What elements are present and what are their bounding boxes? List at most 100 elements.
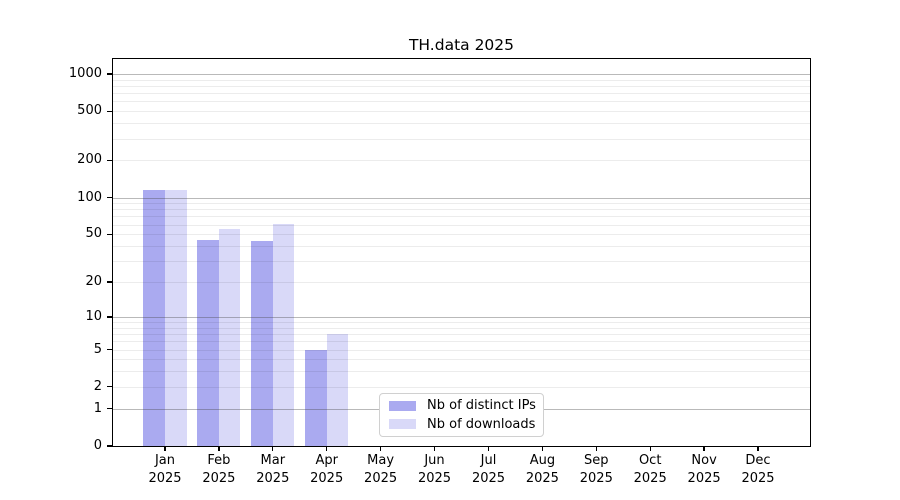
x-tick-mark-jan xyxy=(164,447,166,451)
gridline-minor-4 xyxy=(113,359,810,361)
y-tick-label-200: 200 xyxy=(77,152,102,168)
y-tick-mark-10 xyxy=(107,316,112,318)
bar-nb-of-distinct-ips-jan xyxy=(143,190,165,446)
gridline-minor-300 xyxy=(113,138,810,140)
gridline-minor-30 xyxy=(113,261,810,263)
gridline-minor-6 xyxy=(113,341,810,343)
gridline-minor-60 xyxy=(113,224,810,226)
gridline-minor-40 xyxy=(113,246,810,247)
y-tick-mark-1 xyxy=(107,408,112,410)
y-tick-label-0: 0 xyxy=(93,438,102,453)
x-tick-year: 2025 xyxy=(633,470,667,486)
x-tick-mark-aug xyxy=(541,447,544,451)
y-tick-label-20: 20 xyxy=(85,274,102,289)
gridline-major-10 xyxy=(113,316,810,318)
legend-swatch-distinct-ips xyxy=(389,400,416,411)
gridline-minor-50 xyxy=(113,234,810,236)
x-tick-month: Mar xyxy=(260,453,286,468)
chart-title: TH.data 2025 xyxy=(408,36,515,54)
x-tick-label-may: May 2025 xyxy=(353,452,409,487)
x-tick-label-oct: Oct 2025 xyxy=(622,452,678,487)
y-tick-mark-0 xyxy=(107,445,112,447)
bar-nb-of-downloads-apr xyxy=(326,334,349,446)
x-tick-label-sep: Sep 2025 xyxy=(568,452,624,487)
y-tick-label-2: 2 xyxy=(93,378,102,394)
gridline-major-100 xyxy=(113,197,810,199)
plot-area xyxy=(112,58,811,447)
x-tick-month: Jan xyxy=(154,453,176,468)
bar-nb-of-distinct-ips-apr xyxy=(305,349,327,446)
y-tick-label-1000: 1000 xyxy=(68,65,102,81)
gridline-minor-70 xyxy=(113,216,810,218)
bar-nb-of-distinct-ips-feb xyxy=(197,239,219,446)
x-tick-year: 2025 xyxy=(579,470,613,486)
y-tick-label-1: 1 xyxy=(93,400,102,416)
x-tick-mark-dec xyxy=(757,447,759,451)
x-tick-month: Aug xyxy=(529,453,556,468)
y-tick-mark-20 xyxy=(107,281,112,283)
x-tick-year: 2025 xyxy=(148,470,182,486)
x-tick-month: Nov xyxy=(691,453,717,468)
x-tick-year: 2025 xyxy=(471,470,506,486)
x-tick-month: Oct xyxy=(638,453,662,468)
legend-swatch-downloads xyxy=(389,419,416,430)
x-tick-label-nov: Nov 2025 xyxy=(676,452,732,487)
bar-nb-of-downloads-feb xyxy=(218,229,241,446)
x-tick-label-jun: Jun 2025 xyxy=(407,452,463,487)
legend-item-distinct-ips: Nb of distinct IPs xyxy=(389,398,536,414)
gridline-minor-7 xyxy=(113,334,810,335)
gridline-minor-400 xyxy=(113,123,810,125)
gridline-minor-800 xyxy=(113,85,810,87)
x-tick-mark-nov xyxy=(703,447,705,451)
y-tick-mark-50 xyxy=(107,233,112,235)
gridline-minor-900 xyxy=(113,79,810,81)
x-tick-mark-mar xyxy=(272,447,274,451)
y-tick-label-500: 500 xyxy=(77,103,102,119)
y-tick-mark-500 xyxy=(107,110,112,112)
gridline-minor-8 xyxy=(113,327,810,329)
x-tick-label-apr: Apr 2025 xyxy=(299,452,355,487)
x-tick-label-jul: Jul 2025 xyxy=(461,452,517,487)
x-tick-month: Jun xyxy=(424,453,445,468)
y-tick-mark-5 xyxy=(107,348,112,351)
x-tick-label-dec: Dec 2025 xyxy=(730,452,786,487)
x-tick-mark-jul xyxy=(487,447,490,451)
gridline-minor-200 xyxy=(113,160,810,162)
x-tick-month: May xyxy=(367,453,395,468)
x-tick-month: Apr xyxy=(315,453,338,468)
gridline-minor-20 xyxy=(113,282,810,283)
bar-nb-of-downloads-mar xyxy=(272,223,295,446)
y-tick-mark-200 xyxy=(107,159,112,162)
x-tick-label-feb: Feb 2025 xyxy=(191,452,247,487)
gridline-major-1000 xyxy=(113,73,810,75)
x-tick-label-aug: Aug 2025 xyxy=(514,452,570,487)
y-tick-label-50: 50 xyxy=(85,226,102,242)
gridline-minor-9 xyxy=(113,322,810,323)
x-tick-year: 2025 xyxy=(525,470,559,486)
bar-nb-of-downloads-jan xyxy=(165,189,187,446)
x-tick-year: 2025 xyxy=(256,470,290,486)
x-tick-year: 2025 xyxy=(417,470,452,486)
x-tick-month: Jul xyxy=(480,453,497,468)
legend-label-distinct-ips: Nb of distinct IPs xyxy=(427,398,536,414)
y-tick-mark-100 xyxy=(107,196,112,199)
x-tick-year: 2025 xyxy=(687,470,721,486)
y-tick-mark-2 xyxy=(107,386,112,388)
x-tick-mark-jun xyxy=(433,447,436,451)
x-tick-label-mar: Mar 2025 xyxy=(245,452,301,487)
legend-item-downloads: Nb of downloads xyxy=(389,417,535,432)
x-tick-mark-sep xyxy=(595,447,597,451)
gridline-minor-3 xyxy=(113,371,810,373)
x-tick-mark-may xyxy=(379,447,382,451)
gridline-minor-600 xyxy=(113,101,810,103)
bar-nb-of-distinct-ips-mar xyxy=(251,241,273,446)
y-tick-label-10: 10 xyxy=(85,308,102,324)
y-tick-label-100: 100 xyxy=(77,189,102,205)
x-tick-year: 2025 xyxy=(364,470,398,486)
y-tick-label-5: 5 xyxy=(93,341,102,357)
x-tick-month: Sep xyxy=(584,453,609,468)
x-tick-year: 2025 xyxy=(202,470,236,486)
x-tick-mark-apr xyxy=(326,447,328,451)
x-tick-year: 2025 xyxy=(741,470,775,486)
